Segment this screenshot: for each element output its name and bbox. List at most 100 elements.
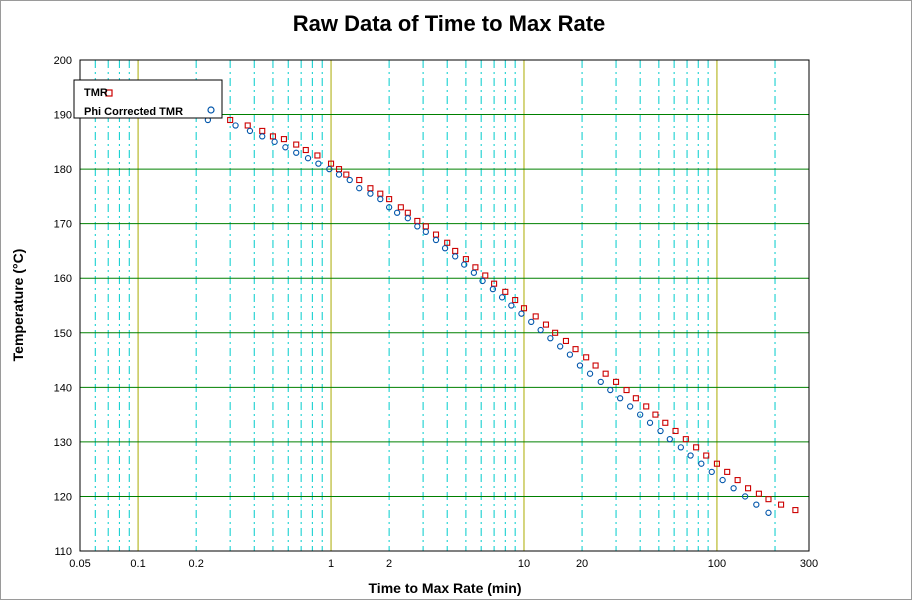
tmr-point [792, 507, 799, 514]
phi-tmr-point [470, 269, 478, 276]
data-markers [150, 105, 799, 516]
y-tick-label: 110 [54, 546, 72, 558]
phi-tmr-point [508, 302, 515, 309]
tmr-point [293, 141, 300, 148]
grid-layer [80, 60, 809, 551]
y-tick-label: 160 [54, 273, 72, 285]
phi-tmr-point [232, 122, 239, 129]
x-tick-label: 0.2 [189, 558, 204, 570]
x-tick-label: 100 [708, 558, 726, 570]
tmr-point [491, 280, 498, 287]
y-tick-label: 150 [54, 328, 72, 340]
tmr-point [602, 370, 609, 377]
tmr-point [377, 190, 384, 197]
tmr-point [452, 247, 459, 254]
phi-tmr-point [479, 277, 486, 285]
phi-tmr-point [271, 138, 278, 145]
phi-tmr-point [627, 403, 634, 410]
phi-tmr-point [708, 468, 715, 476]
phi-tmr-point [576, 362, 584, 369]
phi-tmr-point [432, 236, 440, 244]
phi-tmr-point [304, 155, 312, 162]
phi-tmr-point [528, 318, 535, 326]
tmr-point [314, 152, 321, 159]
phi-tmr-point [441, 245, 449, 252]
phi-tmr-point [335, 171, 343, 178]
tmr-point [367, 185, 374, 192]
tmr-point [244, 122, 251, 129]
legend-label-phi: Phi Corrected TMR [84, 106, 183, 118]
phi-tmr-point [616, 395, 624, 402]
x-tick-label: 0.05 [69, 558, 90, 570]
tmr-point [542, 321, 550, 328]
tmr-point [302, 146, 309, 154]
tmr-point [259, 127, 266, 134]
tmr-point [327, 160, 335, 167]
y-tick-label: 140 [54, 382, 72, 394]
tmr-point [662, 419, 669, 426]
phi-tmr-point [566, 351, 574, 358]
tmr-point [583, 354, 590, 361]
phi-tmr-point [404, 215, 411, 222]
phi-tmr-point [719, 476, 726, 484]
tmr-point [572, 346, 579, 353]
phi-tmr-point [414, 223, 421, 230]
tmr-point [724, 468, 731, 475]
tmr-point [422, 223, 429, 230]
phi-tmr-point [537, 326, 544, 334]
tmr-point [356, 176, 363, 184]
phi-tmr-point [489, 285, 497, 293]
tmr-point [512, 296, 519, 304]
tmr-point [414, 217, 421, 224]
phi-tmr-point [518, 310, 525, 317]
x-axis-title: Time to Max Rate (min) [369, 580, 522, 596]
legend-box [73, 79, 223, 119]
phi-tmr-point [461, 261, 468, 268]
phi-tmr-point [741, 493, 749, 500]
tmr-point [532, 313, 539, 320]
legend: TMR Phi Corrected TMR [73, 79, 223, 119]
tmr-point [745, 485, 752, 492]
phi-tmr-point [765, 509, 772, 516]
phi-tmr-point [753, 501, 760, 508]
legend-marker-tmr [105, 89, 113, 97]
tmr-point [386, 196, 393, 203]
phi-tmr-point [597, 378, 604, 386]
phi-tmr-point [452, 253, 459, 260]
phi-tmr-point [730, 485, 737, 492]
tmr-point [682, 436, 689, 443]
tmr-point [343, 171, 350, 178]
y-tick-label: 180 [54, 164, 72, 176]
tmr-point [472, 264, 479, 271]
tmr-point [713, 460, 720, 467]
phi-tmr-point [385, 204, 393, 211]
legend-marker-phi [207, 106, 215, 114]
tmr-point [765, 496, 772, 503]
phi-tmr-point [586, 370, 594, 377]
x-tick-label: 10 [518, 558, 530, 570]
tmr-point [432, 231, 440, 238]
tmr-point [269, 133, 277, 140]
plot-area-border [79, 59, 810, 552]
y-tick-label: 190 [54, 110, 72, 122]
phi-tmr-point [557, 343, 564, 350]
phi-tmr-point [282, 144, 289, 151]
x-tick-label: 1 [328, 558, 334, 570]
chart-title: Raw Data of Time to Max Rate [293, 11, 606, 36]
x-tick-label: 20 [576, 558, 588, 570]
tmr-point [755, 490, 762, 497]
phi-tmr-point [646, 419, 654, 426]
tmr-point [227, 116, 234, 124]
x-tick-label: 0.1 [130, 558, 145, 570]
tmr-point [404, 209, 411, 216]
phi-tmr-point [666, 436, 673, 443]
tmr-point [734, 477, 741, 484]
y-tick-label: 170 [54, 219, 72, 231]
tmr-point [482, 272, 489, 279]
tmr-point [444, 239, 451, 246]
tmr-point [778, 501, 785, 508]
tmr-point [612, 378, 620, 385]
phi-tmr-point [657, 427, 664, 435]
tmr-point [397, 204, 404, 211]
